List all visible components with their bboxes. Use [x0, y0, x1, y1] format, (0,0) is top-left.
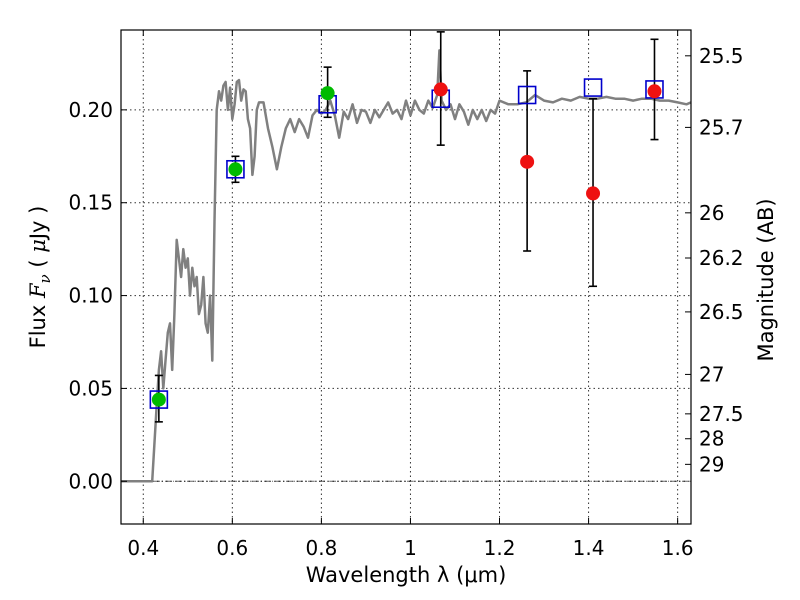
x-tick-label: 1.4 — [573, 536, 605, 560]
model-spectrum-layer — [121, 49, 692, 483]
mag-tick-label: 26 — [699, 201, 724, 225]
green-point — [320, 86, 335, 101]
x-tick-label: 1.6 — [662, 536, 694, 560]
y-label-part-mu: μ — [26, 239, 50, 253]
mag-tick-label: 26.2 — [699, 246, 744, 270]
y-axis-label-left: Flux Fν ( μJy ) — [26, 206, 54, 349]
y-tick-label: 0.20 — [68, 98, 113, 122]
plot-frame — [120, 29, 692, 525]
mag-tick-label: 27.5 — [699, 402, 744, 426]
red-point — [647, 84, 662, 99]
y-tick-label: 0.15 — [68, 191, 113, 215]
square-marker — [226, 159, 245, 179]
y-label-part-flux: Flux — [26, 298, 50, 348]
y-axis-label-right: Magnitude (AB) — [754, 198, 778, 361]
circle-marker-layer — [151, 82, 662, 407]
x-tick-label: 1 — [404, 536, 417, 560]
green-point — [228, 162, 243, 177]
tick-layer — [121, 30, 691, 524]
x-tick-label: 0.8 — [305, 536, 337, 560]
x-axis-label: Wavelength λ (μm) — [306, 563, 507, 587]
red-point — [586, 186, 601, 201]
red-point — [433, 82, 448, 97]
square-marker — [149, 390, 169, 409]
x-tick-label: 0.4 — [127, 536, 159, 560]
y-label-part-f: F — [26, 282, 50, 299]
square-marker — [583, 78, 603, 97]
mag-tick-label: 26.5 — [699, 300, 744, 324]
mag-tick-label: 25.5 — [699, 44, 744, 68]
y-label-part-close: Jy ) — [26, 206, 50, 242]
y-tick-label: 0.00 — [68, 469, 113, 493]
green-point — [151, 392, 166, 407]
y-tick-label: 0.05 — [68, 376, 113, 400]
x-tick-label: 1.2 — [484, 536, 516, 560]
model-spectrum-line — [121, 49, 692, 483]
square-marker — [517, 85, 537, 105]
mag-tick-label: 28 — [699, 427, 724, 451]
mag-tick-label: 29 — [699, 452, 724, 476]
y-label-part-nu: ν — [36, 274, 54, 283]
x-tick-label: 0.6 — [216, 536, 248, 560]
y-label-part-open: ( — [26, 253, 50, 275]
square-marker-layer — [149, 78, 664, 409]
mag-tick-label: 25.7 — [699, 115, 744, 139]
mag-tick-label: 27 — [699, 362, 724, 386]
red-point — [520, 154, 535, 169]
y-tick-label: 0.10 — [68, 284, 113, 308]
tick-label-layer: 0.4 0.6 0.8 1 1.2 1.4 1.6 0.00 0.05 0.10 0.15 0.20 2… — [68, 44, 743, 560]
